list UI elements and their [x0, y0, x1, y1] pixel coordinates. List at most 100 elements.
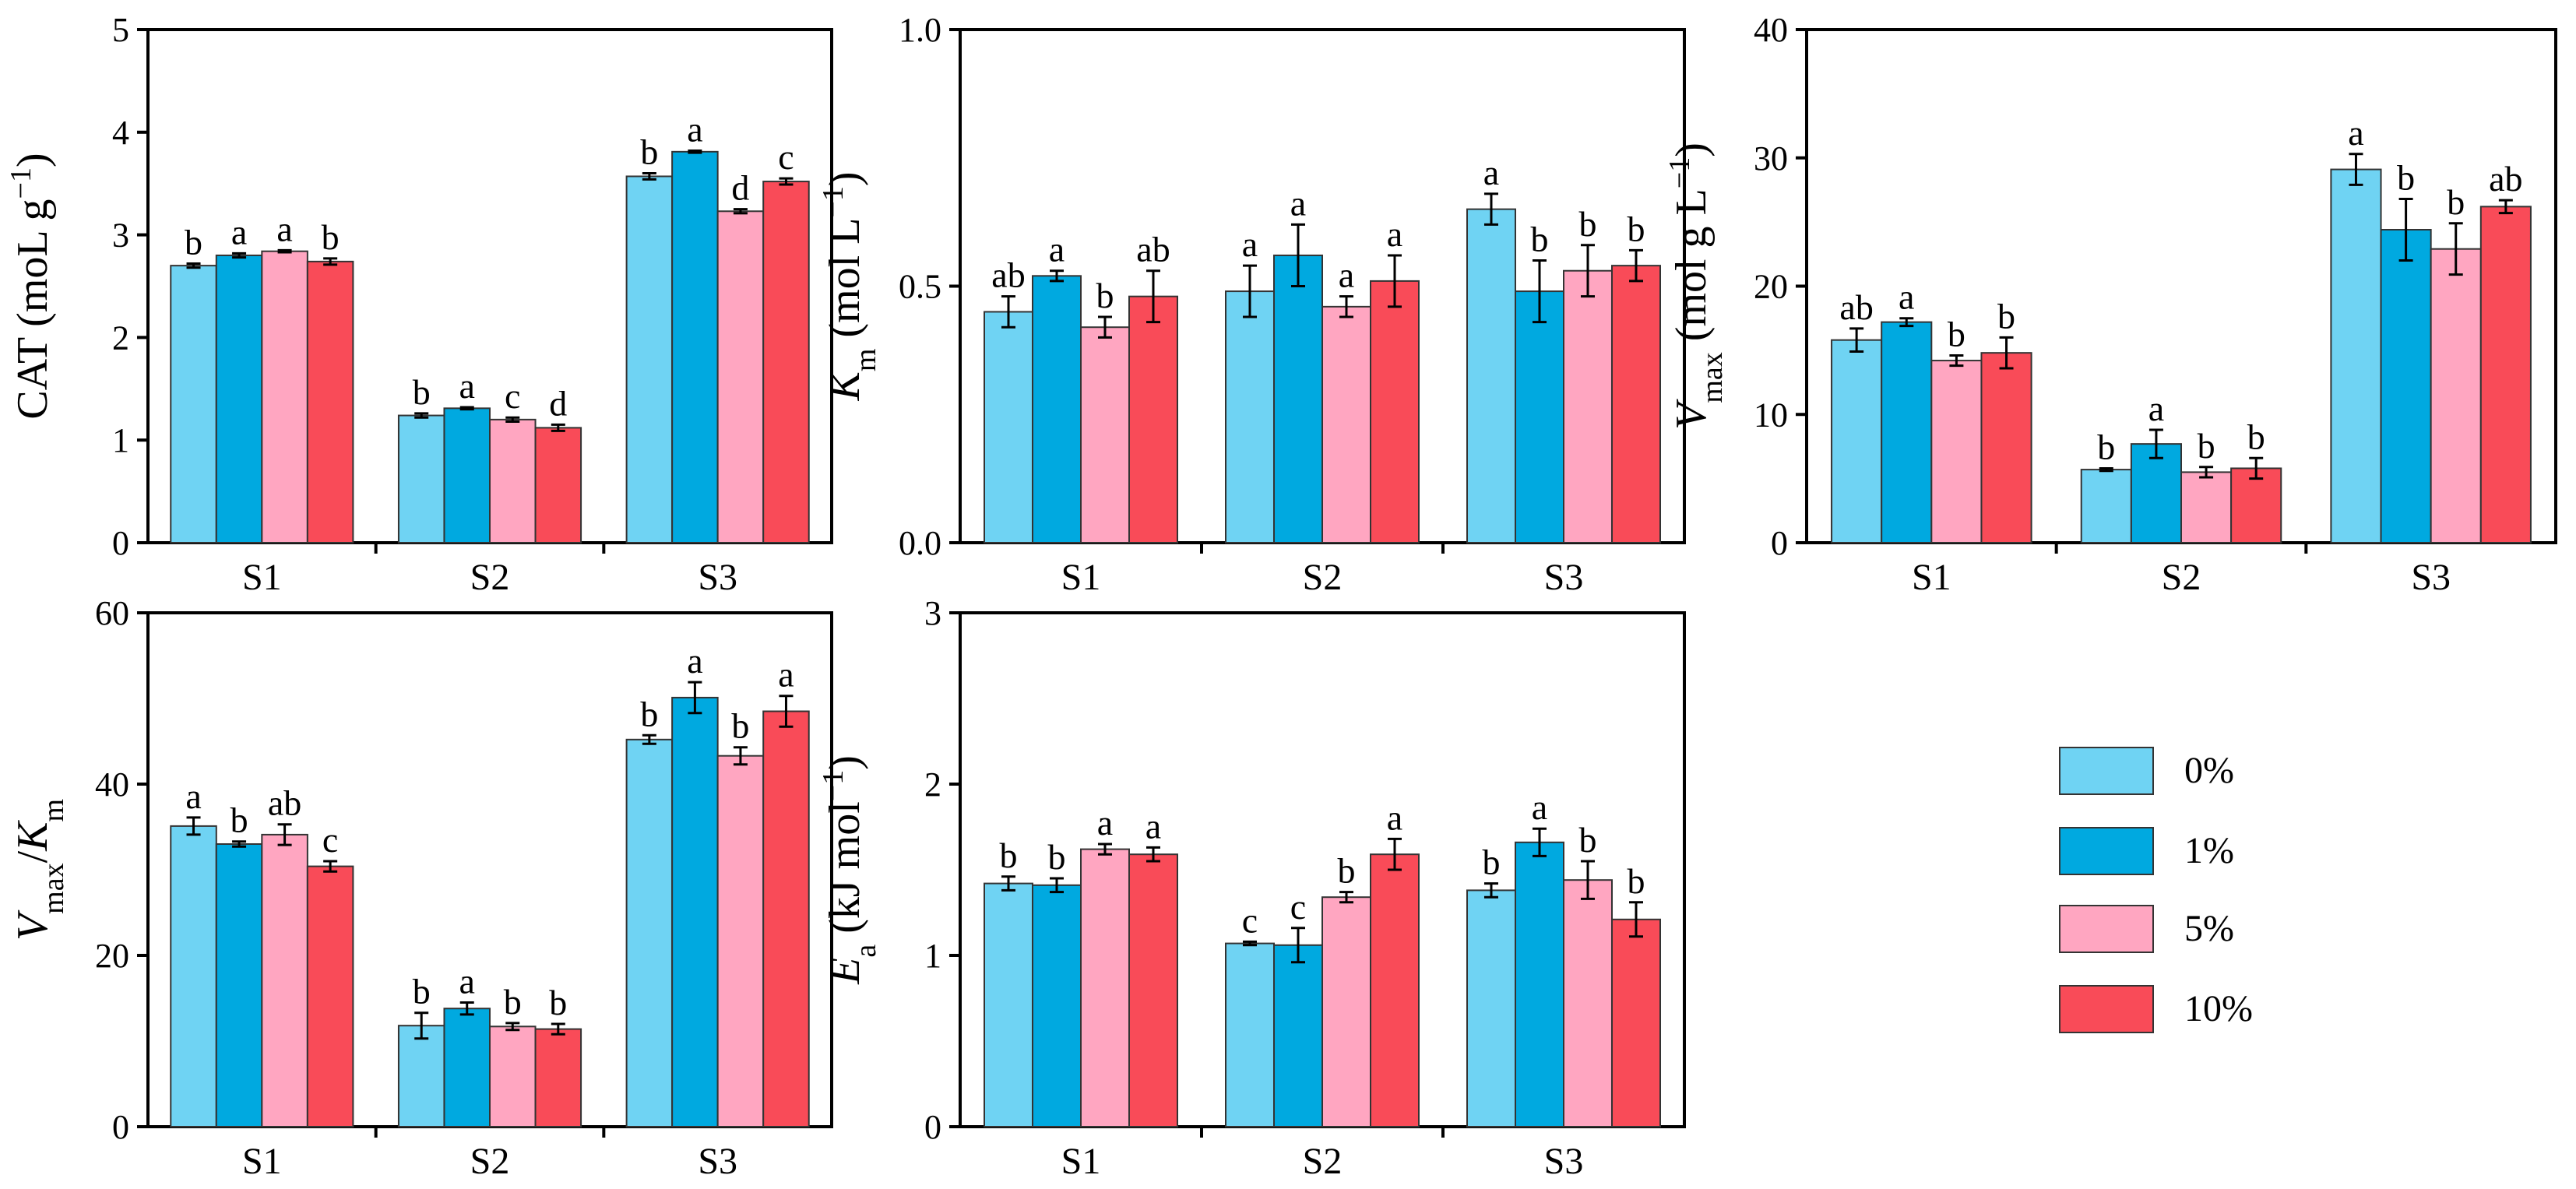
y-tick-label: 0: [112, 524, 129, 562]
bar-vmax-s3-s1: [2380, 229, 2432, 543]
bar-vmax-s1-s1: [1881, 321, 1933, 543]
significance-letter: c: [322, 820, 338, 860]
bar-km-s3-s1: [1515, 290, 1564, 543]
bar-ea-s3-s0: [1466, 889, 1516, 1128]
bar-vmax-s1-s3: [1980, 352, 2032, 544]
legend-label-0pct: 0%: [2184, 750, 2234, 791]
category-label-s2: S2: [470, 557, 510, 598]
y-tick-label: 10: [1754, 396, 1788, 434]
bar-cat-s2-s2: [489, 418, 537, 544]
bar-vmaxkm-s3-s3: [762, 710, 810, 1127]
bar-km-s2-s2: [1321, 305, 1371, 543]
bar-km-s3-s0: [1466, 208, 1516, 543]
bar-ea-s3-s3: [1611, 918, 1661, 1128]
bar-km-s2-s0: [1225, 290, 1275, 543]
bar-ea-s2-s1: [1273, 944, 1323, 1128]
y-tick-label: 0.5: [899, 268, 941, 306]
significance-letter: b: [640, 132, 658, 172]
significance-letter: b: [2447, 182, 2465, 222]
significance-letter: b: [1997, 296, 2015, 336]
bar-cat-s1-s2: [261, 250, 308, 543]
significance-letter: a: [1899, 277, 1914, 317]
bar-vmax-s2-s2: [2180, 471, 2233, 544]
bar-cat-s1-s0: [170, 265, 217, 543]
bar-cat-s2-s0: [397, 414, 445, 543]
legend-swatch-1pct: [2059, 827, 2154, 875]
bar-cat-s3-s2: [716, 210, 765, 543]
bar-cat-s2-s1: [443, 407, 491, 543]
significance-letter: a: [276, 209, 292, 248]
y-axis-label: Ea (kJ mol−1): [817, 755, 882, 985]
bar-ea-s2-s2: [1321, 896, 1371, 1127]
y-tick-label: 0: [112, 1108, 129, 1146]
significance-letter: a: [185, 776, 201, 816]
y-axis-label: Vmax (mol g L−1): [1663, 142, 1729, 430]
bar-vmax-s3-s3: [2479, 206, 2532, 543]
bar-vmaxkm-s2-s0: [397, 1025, 445, 1127]
category-label-s2: S2: [470, 1141, 510, 1182]
significance-letter: a: [1242, 224, 1258, 264]
bar-vmaxkm-s1-s1: [215, 843, 263, 1127]
significance-letter: b: [2397, 157, 2415, 197]
significance-letter: ab: [1839, 287, 1873, 327]
bar-km-s1-s0: [984, 311, 1033, 543]
bar-km-s3-s2: [1563, 269, 1613, 543]
significance-letter: b: [185, 223, 202, 262]
significance-letter: b: [549, 983, 567, 1022]
significance-letter: a: [778, 655, 794, 695]
category-label-s1: S1: [1061, 557, 1101, 598]
y-axis-label: Km (mol L−1): [817, 172, 882, 402]
y-tick-label: 1: [924, 937, 941, 975]
bar-vmax-s3-s2: [2430, 248, 2482, 543]
bar-km-s2-s3: [1370, 280, 1420, 543]
significance-letter: b: [1579, 204, 1597, 244]
bar-vmax-s2-s0: [2080, 469, 2132, 544]
bar-ea-s1-s1: [1032, 884, 1082, 1128]
significance-letter: a: [2348, 113, 2363, 153]
significance-letter: b: [1483, 843, 1501, 882]
significance-letter: b: [413, 972, 431, 1011]
significance-letter: b: [1000, 835, 1018, 875]
significance-letter: b: [1628, 209, 1645, 248]
y-tick-label: 40: [95, 765, 129, 804]
category-label-s3: S3: [1544, 557, 1584, 598]
category-label-s2: S2: [1303, 1141, 1343, 1182]
y-tick-label: 30: [1754, 139, 1788, 178]
bar-cat-s3-s1: [671, 150, 719, 543]
significance-letter: c: [505, 376, 520, 416]
significance-letter: b: [731, 706, 749, 746]
bar-cat-s3-s0: [625, 175, 674, 543]
bar-vmaxkm-s3-s2: [716, 755, 765, 1127]
category-label-s3: S3: [2411, 557, 2451, 598]
significance-letter: b: [1048, 837, 1066, 877]
y-tick-label: 20: [95, 937, 129, 975]
bar-km-s1-s2: [1080, 326, 1130, 543]
legend-label-5pct: 5%: [2184, 908, 2234, 949]
category-label-s1: S1: [242, 557, 282, 598]
bar-ea-s2-s3: [1370, 853, 1420, 1127]
category-label-s1: S1: [242, 1141, 282, 1182]
significance-letter: c: [1290, 887, 1306, 927]
significance-letter: ab: [991, 255, 1025, 295]
significance-letter: b: [231, 800, 248, 840]
y-tick-label: 0.0: [899, 524, 941, 562]
significance-letter: a: [1097, 803, 1113, 843]
y-tick-label: 20: [1754, 268, 1788, 306]
y-tick-label: 2: [112, 318, 129, 357]
significance-letter: a: [1387, 797, 1402, 837]
y-axis-label: CAT (moL g−1): [5, 153, 57, 419]
significance-letter: a: [1532, 787, 1547, 827]
significance-letter: b: [1579, 820, 1597, 860]
bar-vmax-s2-s3: [2230, 467, 2282, 544]
y-tick-label: 3: [112, 216, 129, 255]
significance-letter: a: [1483, 153, 1499, 192]
significance-letter: a: [1387, 214, 1402, 254]
legend-swatch-5pct: [2059, 905, 2154, 953]
category-label-s3: S3: [698, 1141, 737, 1182]
y-tick-label: 1: [112, 421, 129, 459]
significance-letter: b: [1948, 314, 1965, 354]
